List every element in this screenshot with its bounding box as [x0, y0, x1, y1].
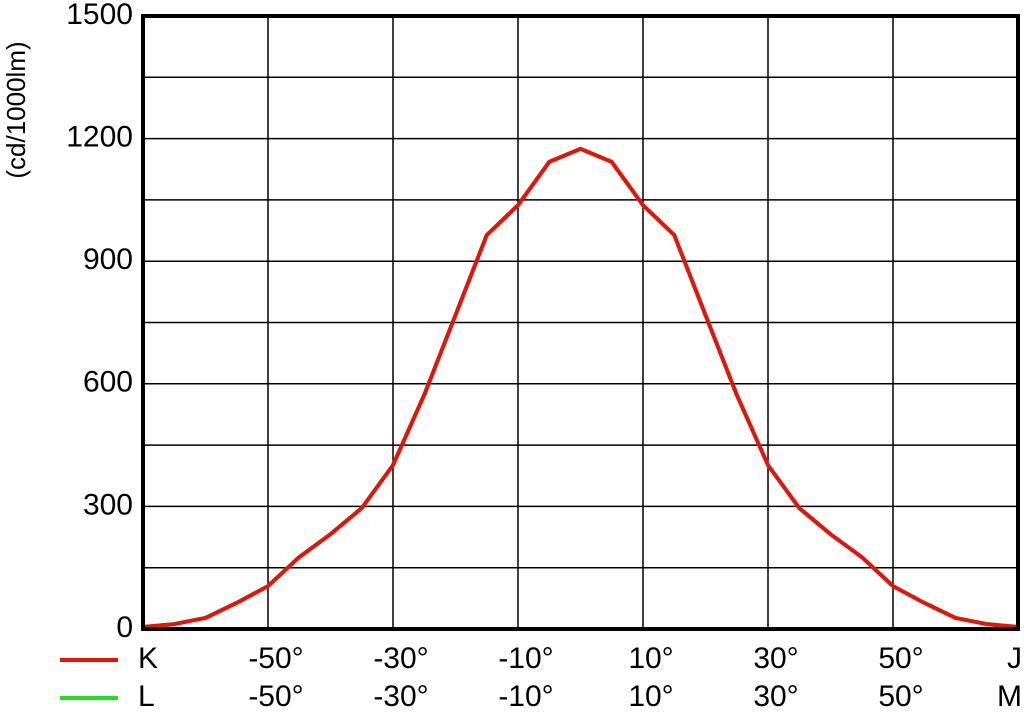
x-tick-label: 30°	[753, 642, 798, 675]
axis-end-label: J	[1007, 642, 1022, 675]
series-line	[142, 146, 1019, 629]
x-tick-label: -30°	[373, 680, 428, 713]
axis-end-label: M	[997, 680, 1022, 713]
y-tick-label: 900	[83, 243, 133, 276]
x-tick-label: -30°	[373, 642, 428, 675]
y-tick-label: 600	[83, 366, 133, 399]
y-tick-label: 1200	[66, 121, 133, 154]
x-tick-label: -50°	[248, 680, 303, 713]
x-tick-label: 10°	[628, 642, 673, 675]
series-line	[142, 146, 1019, 629]
x-tick-label: 50°	[878, 680, 923, 713]
legend-label: L	[138, 680, 155, 713]
x-tick-label: -10°	[498, 680, 553, 713]
legend-label: K	[138, 642, 158, 675]
x-tick-label: 50°	[878, 642, 923, 675]
y-axis-label: (cd/1000lm)	[1, 41, 31, 178]
y-tick-label: 0	[116, 611, 133, 644]
y-tick-label: 300	[83, 488, 133, 521]
x-tick-label: 30°	[753, 680, 798, 713]
plot-frame	[141, 14, 1020, 631]
x-tick-label: -50°	[248, 642, 303, 675]
x-tick-label: 10°	[628, 680, 673, 713]
y-tick-label: 1500	[66, 0, 133, 31]
x-tick-label: -10°	[498, 642, 553, 675]
